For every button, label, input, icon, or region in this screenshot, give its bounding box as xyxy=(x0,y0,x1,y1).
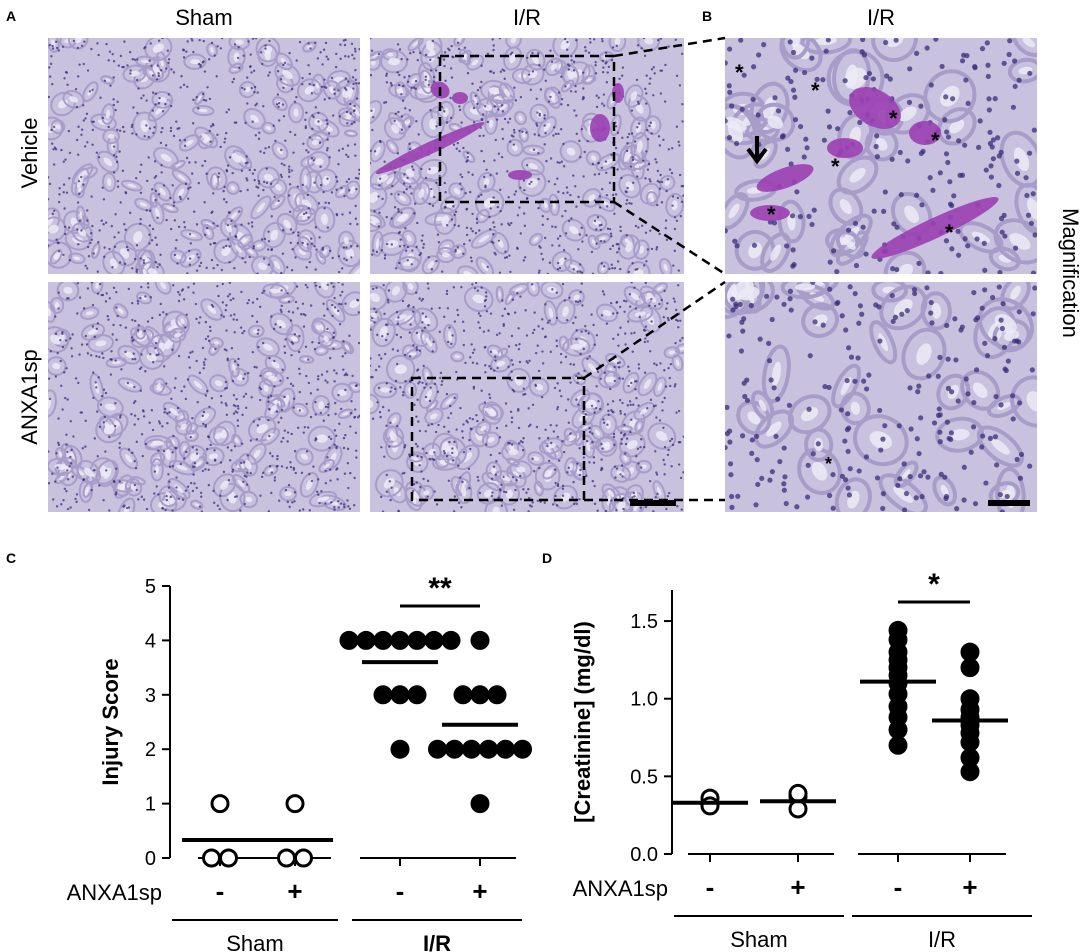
data-point xyxy=(888,735,908,755)
asterisk-5: * xyxy=(831,154,840,179)
row-header-vehicle: Vehicle xyxy=(17,117,42,189)
data-point xyxy=(277,848,296,868)
data-point xyxy=(407,630,427,650)
data-point xyxy=(390,739,410,759)
data-point xyxy=(470,685,490,705)
treatment-sign: - xyxy=(396,876,405,906)
data-point xyxy=(294,848,313,868)
data-point xyxy=(960,642,980,662)
group-label: Sham xyxy=(226,931,283,952)
group-label: Sham xyxy=(730,927,787,952)
group-label: I/R xyxy=(423,931,451,952)
data-point xyxy=(210,794,230,814)
data-point xyxy=(788,799,808,819)
data-point xyxy=(462,739,481,759)
treatment-sign: - xyxy=(706,872,715,902)
data-point xyxy=(390,685,410,705)
y-axis-label: Injury Score xyxy=(98,658,123,785)
side-label-magnification: Magnification xyxy=(1058,208,1083,338)
y-tick-label: 1 xyxy=(145,794,156,816)
chart-creatinine: 0.0 0.5 1.0 1.5 [Creatinine] (mg/dl) * ANXA1sp… xyxy=(570,568,1032,952)
row-header-anxa1sp: ANXA1sp xyxy=(17,349,42,445)
data-point xyxy=(470,630,490,650)
y-tick-label: 4 xyxy=(145,630,156,652)
data-point xyxy=(285,794,305,814)
treatment-sign: - xyxy=(216,876,225,906)
arrow-down-icon xyxy=(746,136,768,165)
panel-label-d: D xyxy=(542,550,553,566)
y-tick-label: 1.0 xyxy=(630,689,658,711)
y-tick-label: 3 xyxy=(145,685,156,707)
data-point xyxy=(407,685,427,705)
column-header-ir-magnified: I/R xyxy=(866,5,896,30)
treatment-sign: + xyxy=(287,876,302,906)
y-tick-label: 0.5 xyxy=(630,766,658,788)
asterisk-6: * xyxy=(767,202,776,227)
y-tick-label: 2 xyxy=(145,739,156,761)
y-tick-label: 5 xyxy=(145,576,156,598)
data-point xyxy=(390,630,410,650)
data-point xyxy=(788,783,808,803)
treatment-sign: + xyxy=(962,872,977,902)
data-point xyxy=(513,739,532,759)
data-point xyxy=(373,685,393,705)
column-header-sham: Sham xyxy=(175,5,233,30)
data-point xyxy=(960,658,980,678)
annotation-layer-magnified: * * * * * * * xyxy=(725,38,1037,274)
asterisk-8: * xyxy=(825,454,833,474)
data-point xyxy=(453,685,473,705)
data-point xyxy=(219,848,238,868)
micrograph-sham-vehicle xyxy=(48,38,360,274)
panel-label-a: A xyxy=(6,8,17,24)
scale-bar-low-magnification xyxy=(630,500,676,506)
y-tick-label: 0 xyxy=(145,848,156,870)
panel-label-b: B xyxy=(702,8,713,24)
data-point xyxy=(441,630,461,650)
significance-marker: * xyxy=(928,568,940,601)
asterisk-1: * xyxy=(735,60,744,85)
micrograph-ir-anxa1sp-magnified xyxy=(725,282,1037,512)
treatment-sign: + xyxy=(790,872,805,902)
data-point xyxy=(424,630,444,650)
annotation-layer-magnified-anxa1sp: * xyxy=(725,282,1037,512)
micrograph-sham-anxa1sp xyxy=(48,282,360,512)
asterisk-4: * xyxy=(931,128,940,153)
asterisk-2: * xyxy=(811,78,820,103)
treatment-sign: - xyxy=(894,872,903,902)
data-point xyxy=(960,762,980,782)
chart-injury-score: 0 1 2 3 4 5 Injury Score ** ANXA1sp - + - + Sham I/R xyxy=(67,572,532,952)
data-point xyxy=(470,794,490,814)
data-point xyxy=(888,720,908,740)
significance-marker: ** xyxy=(428,572,452,605)
asterisk-7: * xyxy=(945,220,954,245)
data-point xyxy=(960,732,980,752)
data-point xyxy=(487,685,507,705)
data-point xyxy=(339,630,359,650)
data-point xyxy=(496,739,515,759)
data-point xyxy=(700,796,720,816)
treatment-sign: + xyxy=(472,876,487,906)
group-label: I/R xyxy=(928,927,956,952)
micrograph-ir-vehicle xyxy=(370,38,684,274)
column-header-ir: I/R xyxy=(512,5,542,30)
treatment-label: ANXA1sp xyxy=(573,876,668,901)
asterisk-3: * xyxy=(889,106,898,131)
data-point xyxy=(202,848,221,868)
data-point xyxy=(356,630,376,650)
y-axis-label: [Creatinine] (mg/dl) xyxy=(570,621,595,823)
micrograph-ir-vehicle-magnified xyxy=(725,38,1037,274)
micrograph-ir-anxa1sp xyxy=(370,282,684,512)
data-point xyxy=(373,630,393,650)
y-tick-label: 0.0 xyxy=(630,844,658,866)
data-point xyxy=(428,739,447,759)
data-point xyxy=(445,739,464,759)
panel-label-c: C xyxy=(6,550,17,566)
data-point xyxy=(479,739,498,759)
y-tick-label: 1.5 xyxy=(630,611,658,633)
treatment-label: ANXA1sp xyxy=(67,880,162,905)
scale-bar-high-magnification xyxy=(988,500,1030,506)
